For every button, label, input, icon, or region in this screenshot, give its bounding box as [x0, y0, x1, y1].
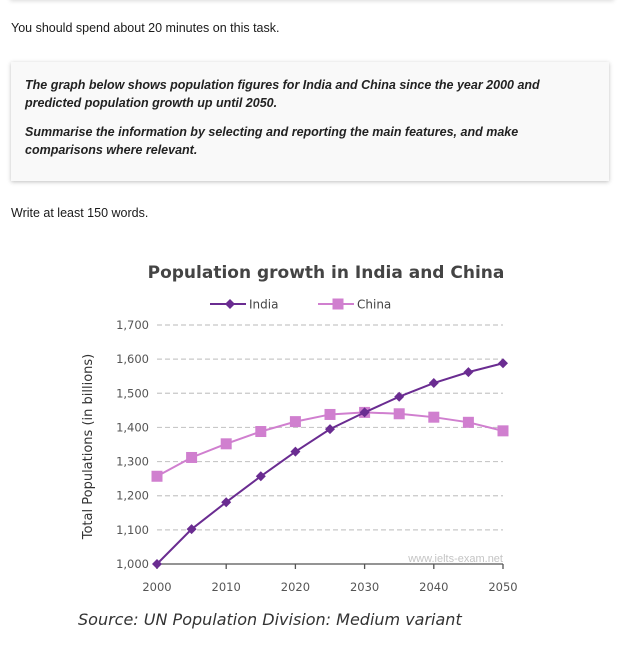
china-point [462, 416, 474, 428]
task-description: The graph below shows population figures… [25, 78, 540, 110]
legend-label: India [249, 298, 278, 312]
legend-label: China [357, 298, 391, 312]
y-axis-label: Total Populations (in billions) [81, 354, 96, 541]
time-instruction: You should spend about 20 minutes on thi… [11, 21, 280, 35]
india-point [152, 559, 162, 569]
x-tick-label: 2000 [142, 580, 171, 594]
y-tick-label: 1,300 [116, 455, 149, 469]
china-point [151, 470, 163, 482]
x-tick-label: 2020 [281, 580, 310, 594]
y-axis-ticks: 1,000 1,100 1,200 1,300 1,400 1,500 1,600 1,700 [116, 318, 149, 571]
india-point [325, 424, 335, 435]
x-tick-label: 2040 [419, 580, 448, 594]
china-point [289, 416, 301, 428]
y-tick-label: 1,100 [116, 523, 149, 537]
x-tick-label: 2010 [212, 580, 241, 594]
india-point [221, 497, 232, 508]
chart-legend: India China [210, 298, 391, 312]
series-china [151, 406, 509, 482]
china-point [324, 408, 336, 420]
task-instruction: Summarise the information by selecting a… [25, 125, 519, 157]
x-axis: 2000 2010 2020 2030 2040 2050 [142, 563, 518, 594]
india-point [428, 378, 439, 389]
chart-title: Population growth in India and China [148, 263, 505, 283]
population-chart: Population growth in India and China Ind… [78, 263, 518, 629]
watermark: www.ielts-exam.net [407, 553, 503, 565]
china-point [186, 451, 198, 463]
x-tick-label: 2030 [350, 580, 379, 594]
india-point [394, 391, 405, 402]
y-tick-label: 1,700 [116, 318, 149, 332]
chart-source: Source: UN Population Division: Medium v… [78, 610, 462, 629]
china-point [220, 438, 232, 450]
y-tick-label: 1,400 [116, 420, 149, 434]
india-point [463, 367, 474, 378]
data-series [151, 358, 509, 569]
china-point [428, 411, 440, 423]
india-point [290, 446, 301, 457]
china-point [497, 425, 509, 437]
india-point [255, 471, 266, 482]
y-tick-label: 1,600 [116, 352, 149, 366]
legend-marker-diamond-icon [225, 299, 235, 309]
china-point [393, 408, 405, 420]
legend-marker-square-icon [332, 298, 344, 310]
china-line [156, 411, 504, 478]
china-point [255, 426, 267, 438]
legend-item-india: India [210, 298, 278, 312]
task-prompt-box: The graph below shows population figures… [11, 62, 609, 181]
india-point [186, 524, 197, 535]
x-tick-label: 2050 [488, 580, 517, 594]
india-point [498, 358, 508, 369]
legend-item-china: China [318, 298, 391, 312]
y-tick-label: 1,500 [116, 386, 149, 400]
y-tick-label: 1,200 [116, 489, 149, 503]
y-tick-label: 1,000 [116, 557, 149, 571]
series-india [152, 358, 508, 569]
word-requirement: Write at least 150 words. [11, 206, 149, 220]
india-point [359, 407, 370, 418]
